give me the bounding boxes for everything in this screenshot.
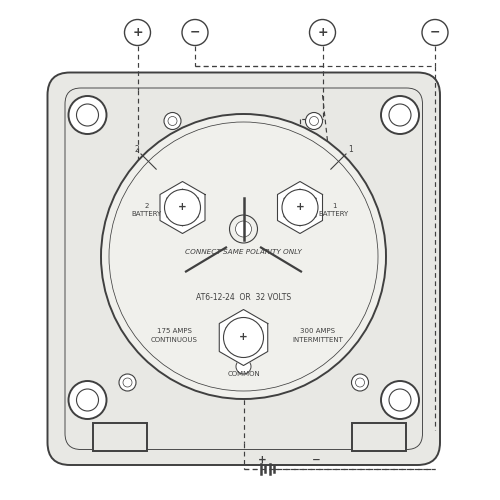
Text: −: −	[312, 455, 321, 465]
Circle shape	[310, 20, 336, 46]
Text: 1
BATTERY: 1 BATTERY	[319, 203, 349, 217]
Polygon shape	[160, 182, 205, 234]
Circle shape	[422, 20, 448, 46]
FancyBboxPatch shape	[93, 422, 147, 450]
Circle shape	[306, 112, 322, 130]
Text: 2: 2	[134, 145, 139, 154]
Text: +: +	[132, 26, 143, 39]
Circle shape	[182, 20, 208, 46]
Circle shape	[310, 116, 318, 126]
Text: −: −	[190, 26, 200, 39]
Circle shape	[381, 381, 419, 419]
Circle shape	[356, 378, 364, 387]
Text: 175 AMPS
CONTINUOUS: 175 AMPS CONTINUOUS	[151, 328, 198, 343]
Circle shape	[123, 378, 132, 387]
Circle shape	[168, 116, 177, 126]
Circle shape	[164, 190, 200, 226]
Text: −: −	[430, 26, 440, 39]
Circle shape	[389, 389, 411, 411]
Text: +: +	[178, 202, 187, 212]
Circle shape	[76, 389, 98, 411]
Circle shape	[282, 190, 318, 226]
Text: COMMON: COMMON	[227, 372, 260, 378]
Circle shape	[119, 374, 136, 391]
Circle shape	[76, 104, 98, 126]
FancyBboxPatch shape	[48, 72, 440, 465]
Circle shape	[389, 104, 411, 126]
Polygon shape	[220, 310, 268, 366]
Circle shape	[236, 359, 251, 374]
Circle shape	[68, 96, 106, 134]
Circle shape	[381, 96, 419, 134]
Text: AT6-12-24  OR  32 VOLTS: AT6-12-24 OR 32 VOLTS	[196, 294, 291, 302]
Circle shape	[224, 318, 264, 358]
Text: 2
BATTERY: 2 BATTERY	[132, 203, 162, 217]
FancyBboxPatch shape	[352, 422, 406, 450]
Text: +: +	[239, 332, 248, 342]
Circle shape	[124, 20, 150, 46]
Polygon shape	[278, 182, 322, 234]
Text: 300 AMPS
INTERMITTENT: 300 AMPS INTERMITTENT	[292, 328, 343, 343]
Text: +: +	[258, 455, 267, 465]
Text: +: +	[317, 26, 328, 39]
Circle shape	[101, 114, 386, 399]
Circle shape	[352, 374, 368, 391]
Circle shape	[164, 112, 181, 130]
Circle shape	[230, 215, 258, 243]
Text: +: +	[296, 202, 304, 212]
Text: CONNECT SAME POLARITY ONLY: CONNECT SAME POLARITY ONLY	[185, 248, 302, 254]
Circle shape	[236, 221, 252, 237]
Circle shape	[68, 381, 106, 419]
Text: 1: 1	[348, 145, 352, 154]
